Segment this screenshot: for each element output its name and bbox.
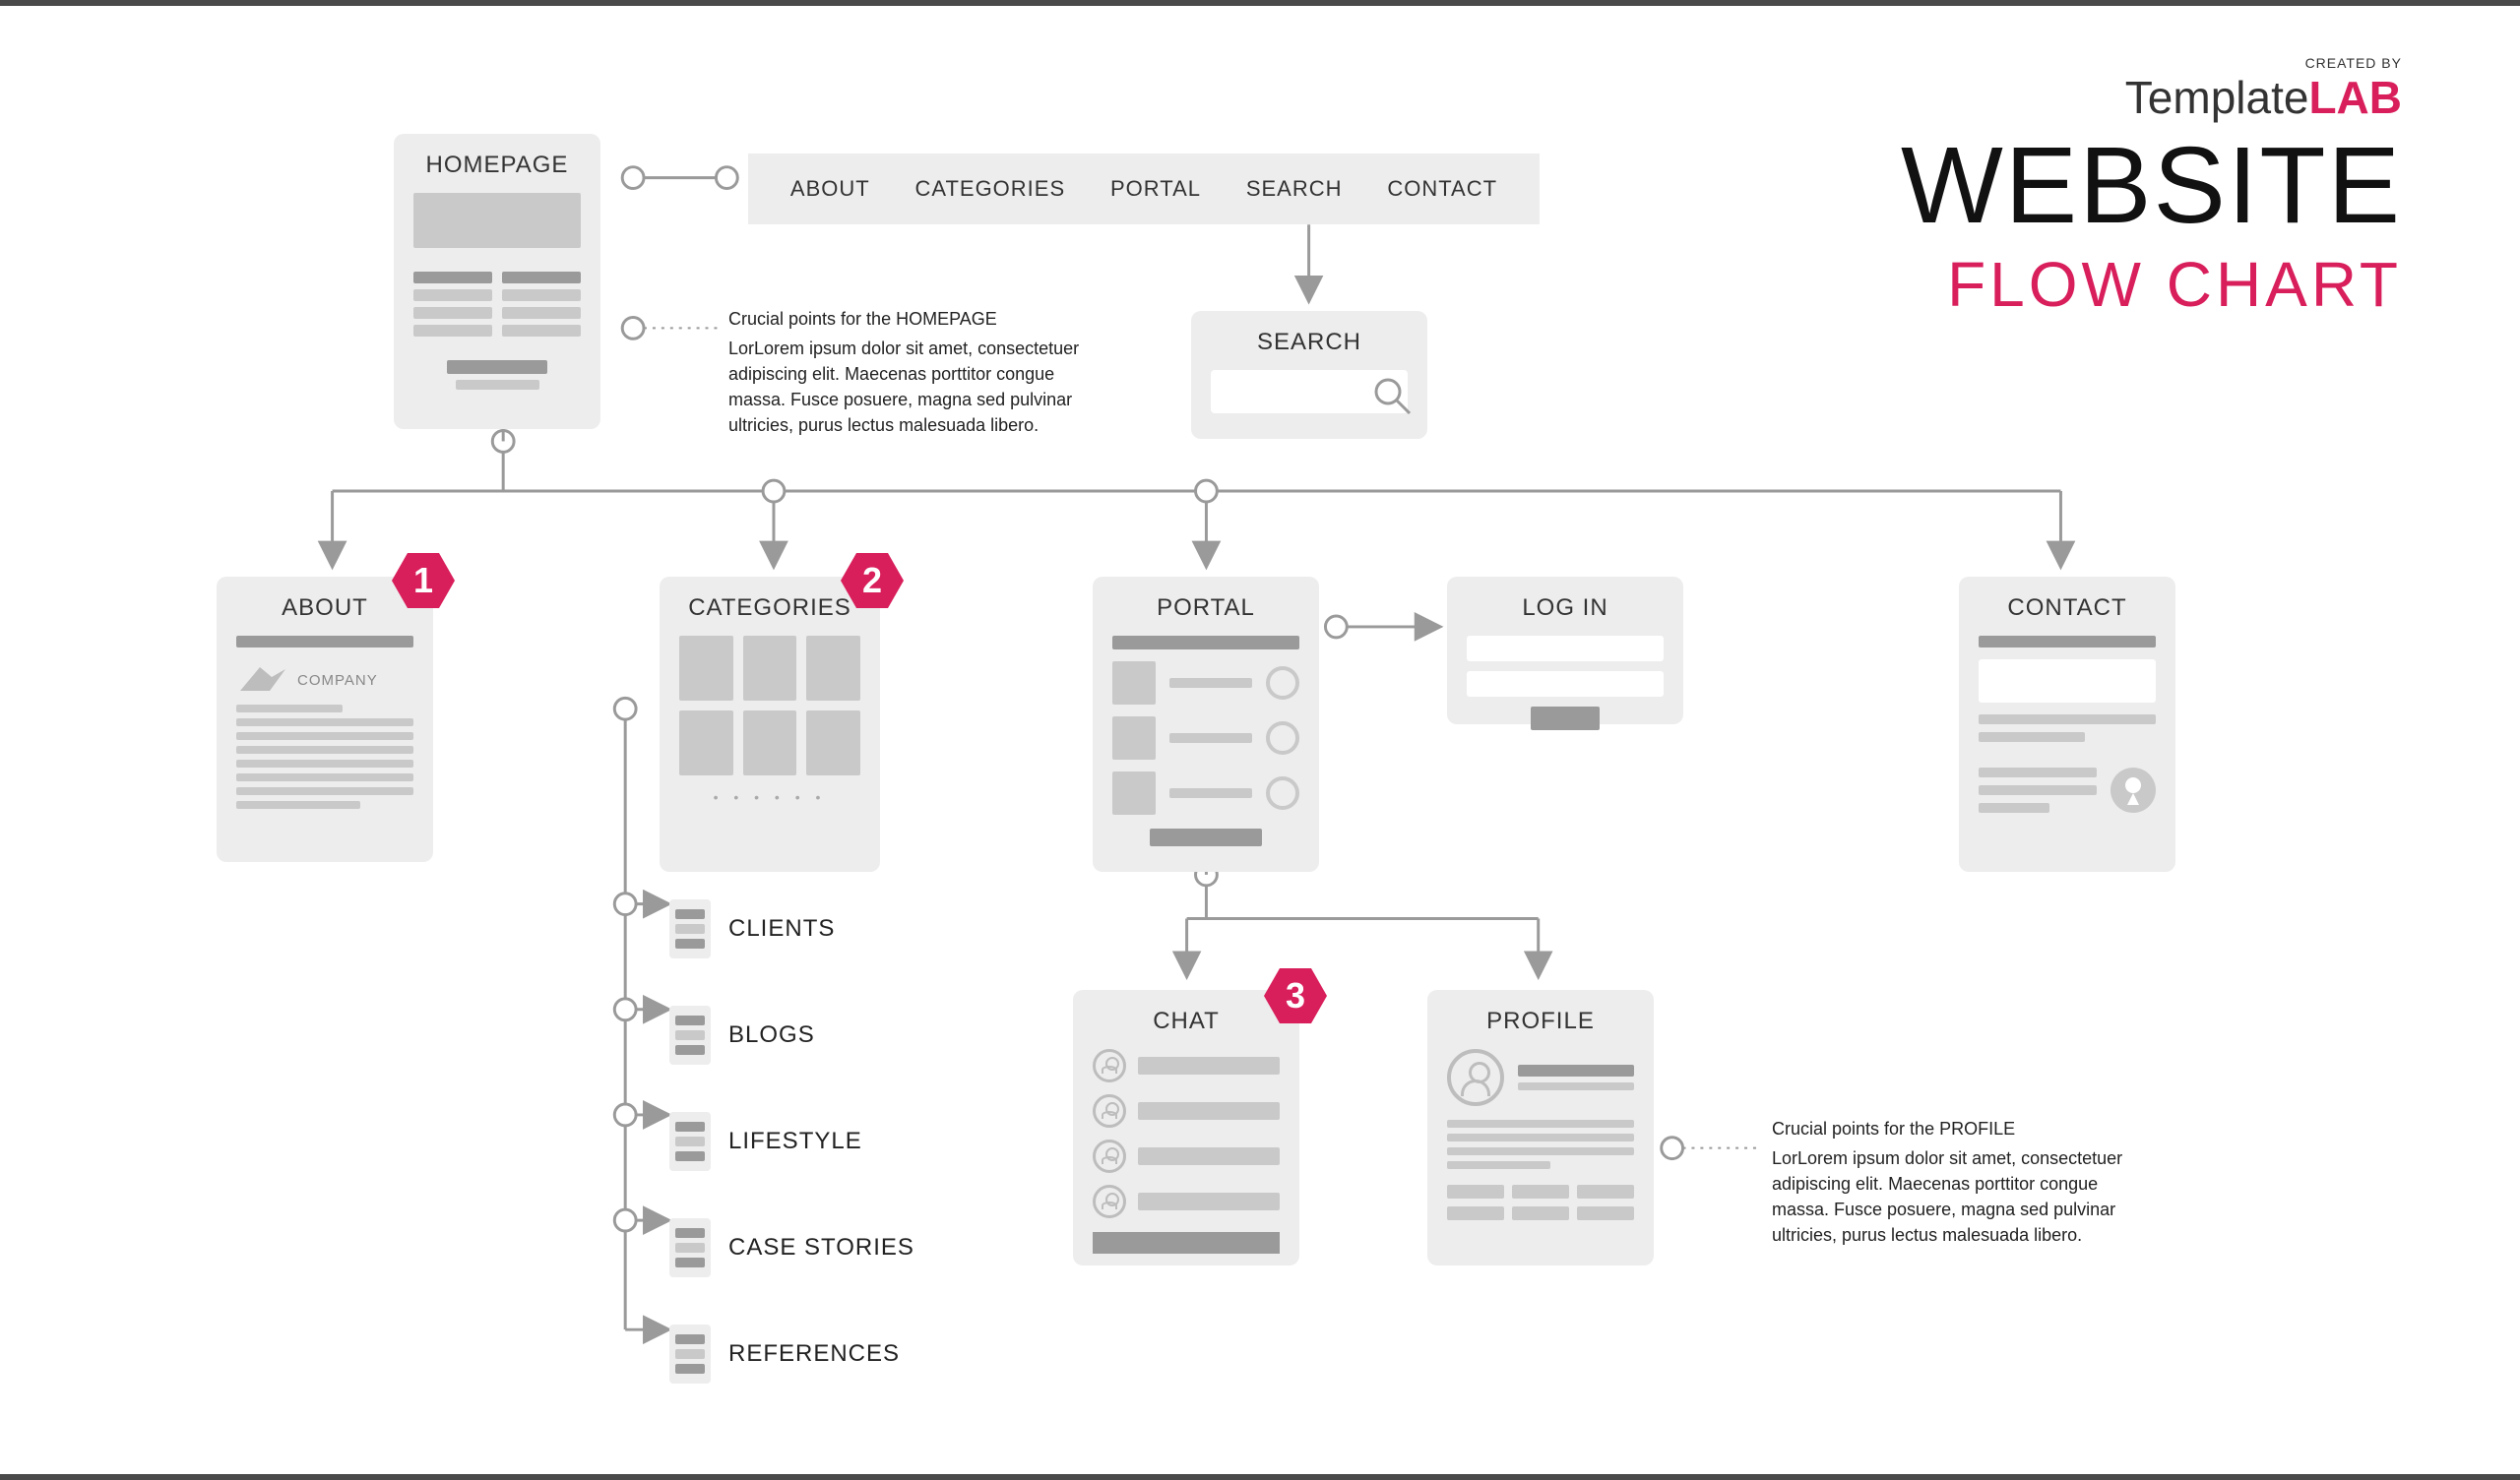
nav-item-portal: PORTAL xyxy=(1110,176,1201,202)
company-label: COMPANY xyxy=(297,672,378,689)
homepage-title: HOMEPAGE xyxy=(413,152,581,179)
about-card: ABOUT COMPANY xyxy=(217,577,433,862)
nav-item-search: SEARCH xyxy=(1246,176,1343,202)
annotation-homepage: Crucial points for the HOMEPAGE LorLorem… xyxy=(728,306,1102,438)
profile-avatar-icon xyxy=(1447,1049,1504,1106)
branding-block: CREATED BY TemplateLAB WEBSITE FLOW CHAR… xyxy=(1901,55,2402,321)
sublist-item-references: REFERENCES xyxy=(669,1325,914,1384)
chat-title: CHAT xyxy=(1093,1008,1280,1035)
avatar-icon xyxy=(1093,1094,1126,1128)
portal-title: PORTAL xyxy=(1112,594,1299,622)
categories-title: CATEGORIES xyxy=(679,594,860,622)
pagination-dots: • • • • • • xyxy=(679,789,860,805)
annotation-profile: Crucial points for the PROFILE LorLorem … xyxy=(1772,1116,2146,1248)
avatar-icon xyxy=(1093,1140,1126,1173)
profile-card: PROFILE xyxy=(1427,990,1654,1265)
contact-card: CONTACT xyxy=(1959,577,2175,872)
portal-card: PORTAL xyxy=(1093,577,1319,872)
company-bird-icon xyxy=(236,661,289,699)
search-field-wire xyxy=(1211,370,1408,413)
search-icon xyxy=(1370,374,1414,417)
nav-item-contact: CONTACT xyxy=(1387,176,1497,202)
contact-title: CONTACT xyxy=(1979,594,2156,622)
created-by-label: CREATED BY xyxy=(1901,55,2402,71)
nav-item-about: ABOUT xyxy=(790,176,870,202)
title-website: WEBSITE xyxy=(1901,132,2402,240)
login-card: LOG IN xyxy=(1447,577,1683,724)
search-card: SEARCH xyxy=(1191,311,1427,439)
sublist-item-blogs: BLOGS xyxy=(669,1006,914,1065)
top-nav: ABOUT CATEGORIES PORTAL SEARCH CONTACT xyxy=(748,154,1540,224)
map-pin-icon xyxy=(2110,768,2156,813)
avatar-icon xyxy=(1093,1185,1126,1218)
categories-sublist: CLIENTS BLOGS LIFESTYLE CASE STORIES REF… xyxy=(669,852,914,1431)
sublist-item-case-stories: CASE STORIES xyxy=(669,1218,914,1277)
subtitle-flow-chart: FLOW CHART xyxy=(1901,248,2402,321)
login-title: LOG IN xyxy=(1467,594,1664,622)
chat-card: CHAT xyxy=(1073,990,1299,1265)
avatar-icon xyxy=(1093,1049,1126,1082)
sublist-item-clients: CLIENTS xyxy=(669,899,914,958)
search-title: SEARCH xyxy=(1211,329,1408,356)
about-title: ABOUT xyxy=(236,594,413,622)
login-button-wire xyxy=(1531,707,1600,730)
categories-card: CATEGORIES • • • • • • xyxy=(660,577,880,872)
sublist-item-lifestyle: LIFESTYLE xyxy=(669,1112,914,1171)
template-lab-logo: TemplateLAB xyxy=(1901,71,2402,124)
homepage-card: HOMEPAGE xyxy=(394,134,600,429)
profile-title: PROFILE xyxy=(1447,1008,1634,1035)
nav-item-categories: CATEGORIES xyxy=(915,176,1066,202)
